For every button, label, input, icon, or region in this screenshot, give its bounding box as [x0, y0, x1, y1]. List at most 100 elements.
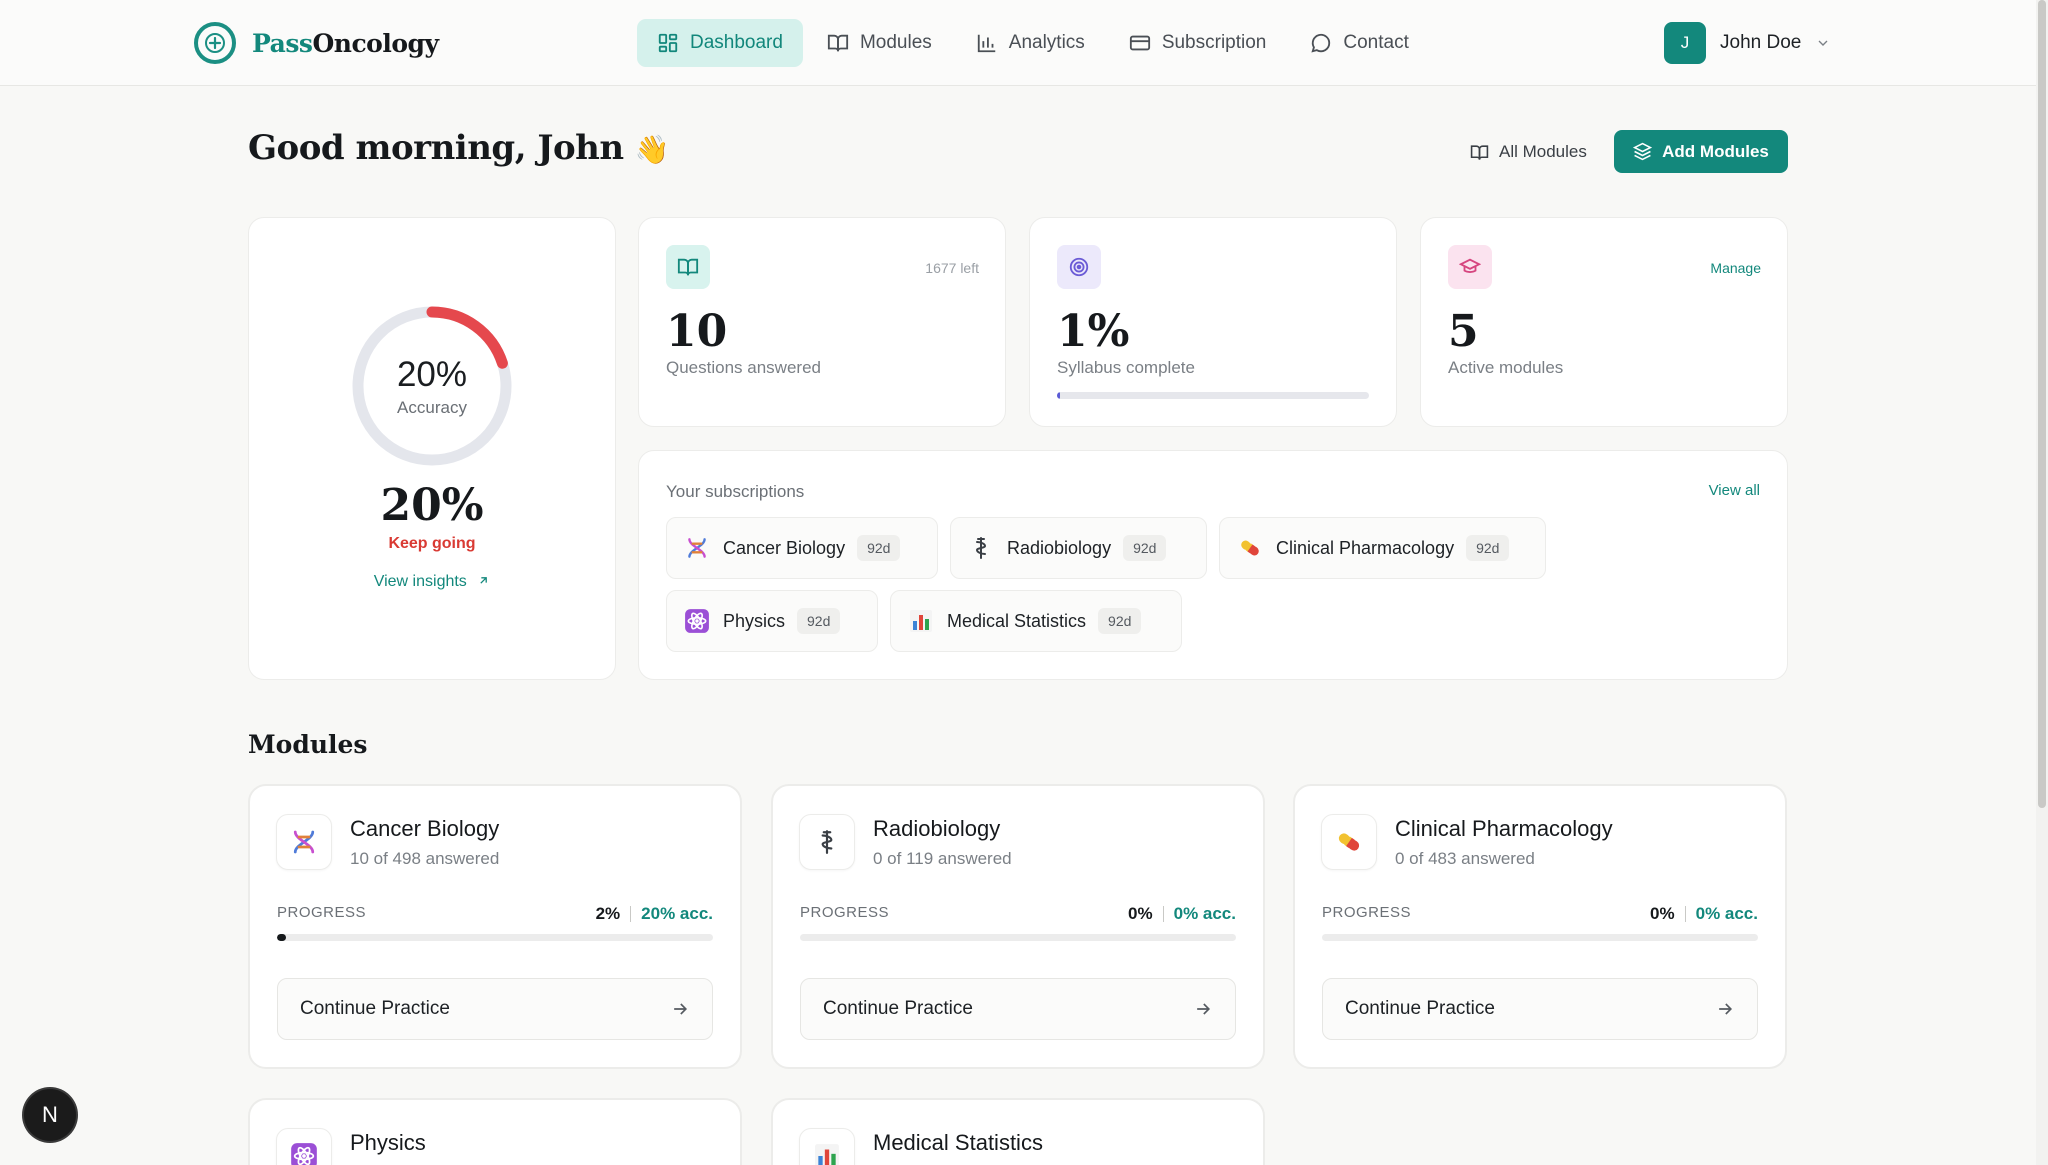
questions-answered-label: Questions answered — [666, 358, 821, 377]
subscription-chip[interactable]: Radiobiology 92d — [950, 517, 1207, 579]
user-menu[interactable]: J John Doe — [1664, 22, 1831, 64]
nav-subscription-label: Subscription — [1161, 32, 1267, 53]
subscription-chip[interactable]: Clinical Pharmacology 92d — [1219, 517, 1546, 579]
module-answered: 0 of 119 answered — [873, 849, 1012, 868]
progress-values: 0% 0% acc. — [1128, 904, 1236, 924]
bar-chart-emoji-icon — [907, 607, 935, 635]
brand-logo[interactable]: PassOncology — [194, 22, 439, 64]
accuracy-percent: 0% acc. — [1695, 904, 1758, 923]
accuracy-card: 20% Accuracy 20% Keep going View insight… — [248, 217, 616, 680]
module-card-cancer-biology: Cancer Biology 10 of 498 answered PROGRE… — [248, 784, 742, 1069]
arrow-right-icon — [674, 1003, 688, 1015]
nav-contact-label: Contact — [1343, 32, 1409, 53]
nav-subscription[interactable]: Subscription — [1109, 19, 1287, 67]
module-card-radiobiology: Radiobiology 0 of 119 answered PROGRESS … — [771, 784, 1265, 1069]
manage-link[interactable]: Manage — [1710, 260, 1761, 276]
module-name: Physics — [350, 1130, 426, 1155]
chat-bubble-icon — [1311, 33, 1331, 53]
questions-left: 1677 left — [925, 260, 979, 276]
active-modules-card: Manage 5 Active modules — [1420, 217, 1788, 427]
nav-dashboard-label: Dashboard — [690, 32, 783, 53]
nav-dashboard[interactable]: Dashboard — [637, 19, 803, 67]
graduation-cap-icon — [1448, 245, 1492, 289]
main-nav: Dashboard Modules Analytics Subscription… — [637, 19, 1429, 67]
book-icon — [827, 34, 849, 52]
arrow-up-right-icon — [480, 577, 488, 584]
syllabus-complete-label: Syllabus complete — [1057, 358, 1195, 377]
wave-emoji: 👋 — [634, 133, 670, 166]
progress-values: 2% 20% acc. — [596, 904, 713, 924]
user-name: John Doe — [1720, 32, 1802, 53]
progress-label: PROGRESS — [1322, 904, 1412, 921]
module-name: Medical Statistics — [873, 1130, 1043, 1155]
atom-icon — [276, 1128, 332, 1165]
nav-analytics[interactable]: Analytics — [956, 19, 1105, 67]
nav-modules[interactable]: Modules — [807, 19, 952, 67]
accuracy-ring-label: Accuracy — [397, 398, 467, 417]
module-card-medical-statistics: Medical Statistics — [771, 1098, 1265, 1165]
page-greeting: Good morning, John 👋 — [248, 128, 670, 168]
chevron-down-icon — [1818, 40, 1828, 46]
subscriptions-title: Your subscriptions — [666, 482, 805, 501]
view-all-link[interactable]: View all — [1708, 482, 1760, 499]
subscription-chip[interactable]: Physics 92d — [666, 590, 878, 652]
book-icon — [1470, 144, 1489, 160]
credit-card-icon — [1129, 35, 1150, 51]
book-open-icon — [666, 245, 710, 289]
all-modules-button[interactable]: All Modules — [1466, 131, 1591, 173]
accuracy-ring-value: 20% — [396, 355, 468, 394]
module-name: Radiobiology — [873, 816, 1001, 841]
accuracy-value: 20% — [380, 480, 484, 531]
add-modules-button[interactable]: Add Modules — [1614, 130, 1788, 173]
progress-percent: 2% — [595, 904, 621, 923]
top-navigation: PassOncology Dashboard Modules Analytics… — [0, 0, 2048, 86]
page-scrollbar[interactable] — [2036, 0, 2048, 1165]
nav-contact[interactable]: Contact — [1290, 19, 1428, 67]
caduceus-icon — [967, 534, 995, 562]
questions-answered-card: 1677 left 10 Questions answered — [638, 217, 1006, 427]
arrow-right-icon — [1719, 1003, 1733, 1015]
avatar: J — [1664, 22, 1706, 64]
layers-icon — [1633, 142, 1653, 161]
accuracy-percent: 20% acc. — [641, 904, 713, 923]
syllabus-complete-value: 1% — [1057, 306, 1130, 357]
progress-label: PROGRESS — [277, 904, 367, 921]
dev-tools-badge[interactable]: N — [24, 1089, 76, 1141]
module-progress-bar — [1322, 934, 1758, 941]
dashboard-grid-icon — [658, 33, 678, 53]
subscription-chip[interactable]: Cancer Biology 92d — [666, 517, 938, 579]
subscriptions-card: Your subscriptions View all Cancer Biolo… — [638, 450, 1788, 680]
subscription-chip[interactable]: Medical Statistics 92d — [890, 590, 1182, 652]
module-answered: 0 of 483 answered — [1395, 849, 1535, 868]
accuracy-percent: 0% acc. — [1173, 904, 1236, 923]
view-insights-link[interactable]: View insights — [249, 573, 615, 591]
scrollbar-thumb[interactable] — [2038, 0, 2046, 808]
modules-section-title: Modules — [248, 730, 368, 759]
accuracy-ring — [352, 306, 512, 466]
module-name: Clinical Pharmacology — [1395, 816, 1613, 841]
subscription-chips: Cancer Biology 92d Radiobiology 92d Clin… — [666, 517, 1766, 652]
continue-practice-button[interactable]: Continue Practice — [800, 978, 1236, 1040]
pill-icon — [1236, 534, 1264, 562]
active-modules-label: Active modules — [1448, 358, 1564, 377]
continue-practice-button[interactable]: Continue Practice — [277, 978, 713, 1040]
module-progress-fill — [277, 934, 286, 941]
bar-chart-icon — [977, 34, 996, 53]
arrow-right-icon — [1197, 1003, 1211, 1015]
nav-analytics-label: Analytics — [1008, 32, 1085, 53]
brand-name: PassOncology — [252, 28, 439, 58]
pill-icon — [1321, 814, 1377, 870]
dna-icon — [683, 534, 711, 562]
accuracy-message: Keep going — [388, 535, 476, 552]
logo-icon — [194, 22, 236, 64]
nav-modules-label: Modules — [859, 32, 932, 53]
progress-percent: 0% — [1650, 904, 1675, 923]
module-progress-bar — [277, 934, 713, 941]
atom-icon — [683, 607, 711, 635]
progress-label: PROGRESS — [800, 904, 890, 921]
active-modules-value: 5 — [1448, 306, 1479, 357]
module-card-physics: Physics — [248, 1098, 742, 1165]
module-card-clinical-pharmacology: Clinical Pharmacology 0 of 483 answered … — [1293, 784, 1787, 1069]
syllabus-complete-card: 1% Syllabus complete — [1029, 217, 1397, 427]
continue-practice-button[interactable]: Continue Practice — [1322, 978, 1758, 1040]
